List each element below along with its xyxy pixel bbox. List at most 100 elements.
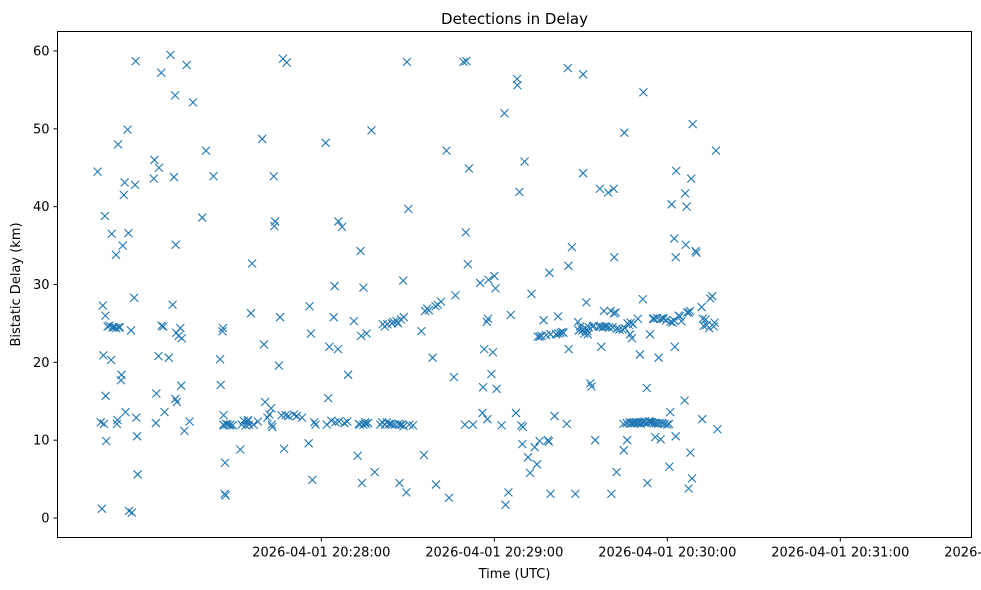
data-point-marker [649, 314, 659, 324]
data-point-marker [149, 155, 159, 165]
data-point-marker [289, 410, 299, 419]
data-point-marker [671, 431, 681, 441]
data-point-marker [419, 450, 429, 460]
data-point-marker [484, 275, 493, 285]
data-point-marker [175, 323, 185, 333]
data-point-marker [152, 389, 161, 398]
data-point-marker [292, 411, 302, 421]
data-point-marker [478, 408, 487, 418]
data-point-marker [166, 50, 175, 60]
data-point-marker [692, 248, 701, 257]
x-tick-label: 2026-04-01 20:31:00 [771, 546, 909, 561]
data-point-marker [585, 378, 595, 388]
data-point-marker [269, 171, 279, 181]
data-point-marker [535, 436, 544, 446]
data-point-marker [172, 397, 182, 407]
data-point-marker [266, 403, 276, 413]
data-point-marker [638, 294, 648, 304]
data-point-marker [408, 421, 418, 430]
data-point-marker [533, 332, 543, 342]
data-point-marker [177, 333, 187, 343]
data-point-marker [478, 382, 488, 392]
data-point-marker [93, 167, 102, 177]
data-point-marker [710, 318, 719, 328]
chart-title: Detections in Delay [441, 10, 588, 28]
data-point-marker [570, 489, 580, 499]
data-point-marker [311, 420, 320, 430]
data-point-marker [667, 199, 677, 209]
data-point-marker [686, 174, 696, 184]
data-point-marker [619, 128, 629, 138]
data-point-marker [550, 411, 559, 421]
y-axis-label: Bistatic Delay (km) [9, 222, 24, 346]
data-point-marker [619, 419, 628, 429]
data-point-marker [249, 420, 258, 430]
data-point-marker [581, 298, 591, 307]
data-point-marker [442, 146, 451, 155]
data-point-marker [449, 372, 459, 382]
data-point-marker [688, 119, 698, 129]
data-point-marker [169, 172, 179, 182]
data-point-marker [599, 306, 609, 316]
data-point-marker [609, 184, 619, 194]
data-point-marker [112, 419, 122, 429]
data-point-marker [562, 419, 572, 429]
data-point-marker [675, 312, 685, 321]
data-point-marker [281, 410, 290, 420]
data-point-marker [333, 217, 343, 226]
data-point-marker [544, 437, 554, 447]
data-point-marker [228, 421, 238, 430]
data-point-marker [370, 467, 380, 477]
data-point-marker [587, 382, 596, 391]
data-point-marker [680, 396, 690, 405]
data-point-marker [553, 312, 563, 321]
data-point-marker [657, 418, 667, 428]
data-point-marker [197, 213, 207, 222]
data-point-marker [253, 417, 263, 426]
data-point-marker [483, 314, 493, 324]
data-point-marker [247, 259, 257, 268]
data-point-marker [609, 308, 619, 318]
data-point-marker [267, 420, 277, 430]
data-point-marker [681, 240, 691, 250]
data-point-marker [100, 211, 110, 221]
data-point-marker [677, 316, 686, 326]
data-point-marker [401, 487, 411, 497]
data-point-marker [611, 308, 621, 317]
data-point-marker [342, 417, 352, 426]
data-point-marker [97, 504, 107, 514]
data-point-marker [598, 322, 608, 332]
data-point-marker [170, 90, 180, 100]
data-point-marker [333, 344, 343, 354]
data-point-marker [444, 493, 454, 503]
data-point-marker [475, 278, 485, 288]
data-point-marker [218, 326, 227, 336]
data-point-marker [282, 58, 292, 68]
data-point-marker [461, 227, 471, 237]
data-point-marker [100, 311, 110, 321]
data-point-marker [468, 420, 478, 430]
data-point-marker [564, 344, 574, 354]
data-point-marker [504, 487, 513, 497]
data-point-marker [697, 302, 707, 312]
data-point-marker [482, 317, 492, 327]
data-point-marker [670, 342, 680, 352]
data-point-marker [124, 228, 133, 238]
data-point-marker [343, 370, 353, 380]
data-point-marker [101, 391, 111, 401]
y-tick-label: 60 [33, 44, 50, 59]
data-point-marker [627, 333, 637, 343]
data-point-marker [671, 166, 681, 176]
data-point-marker [699, 321, 709, 331]
data-point-marker [711, 146, 721, 155]
data-point-marker [416, 326, 426, 336]
data-point-marker [665, 407, 675, 417]
data-point-marker [698, 314, 708, 324]
data-point-marker [215, 354, 225, 364]
data-point-marker [436, 297, 446, 307]
data-point-marker [265, 410, 274, 419]
data-point-marker [500, 108, 509, 118]
x-tick-label: 2026-04-01 20:28:00 [252, 546, 390, 561]
data-point-marker [461, 56, 471, 66]
